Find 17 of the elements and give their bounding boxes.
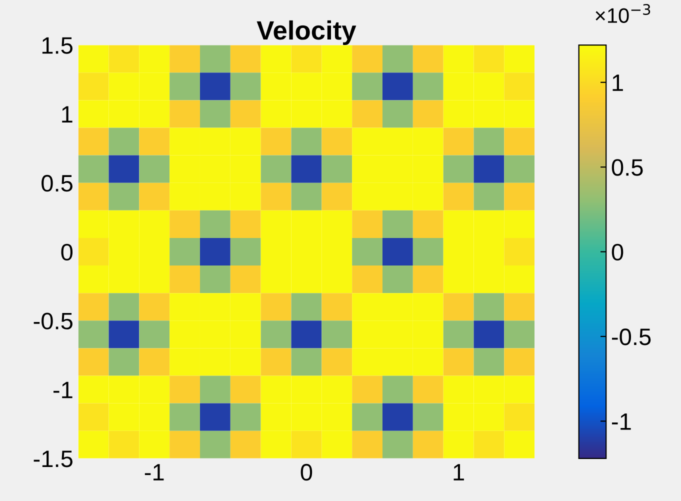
color-bar-label: -1 xyxy=(612,413,631,430)
y-tick-label: 0 xyxy=(61,244,73,261)
color-bar-label: -0.5 xyxy=(612,328,651,346)
x-tick-label: -1 xyxy=(144,464,164,480)
y-tick-label: 1.5 xyxy=(42,37,72,54)
color-bar-label: 0.5 xyxy=(612,159,643,176)
y-tick-label: -1 xyxy=(54,382,72,398)
chart-title: Velocity xyxy=(256,20,356,46)
color-bar-label: 0 xyxy=(612,244,624,261)
y-tick-label: 1 xyxy=(62,106,72,123)
y-tick-label: -0.5 xyxy=(34,312,72,330)
y-tick-label: -1.5 xyxy=(34,450,72,468)
x-tick-label: 0 xyxy=(300,464,312,481)
x-tick-label: 1 xyxy=(454,464,464,480)
y-tick-label: 0.5 xyxy=(42,174,72,192)
color-bar-label: 1 xyxy=(612,74,623,91)
text: ×10$^{−3}$ xyxy=(596,4,650,23)
